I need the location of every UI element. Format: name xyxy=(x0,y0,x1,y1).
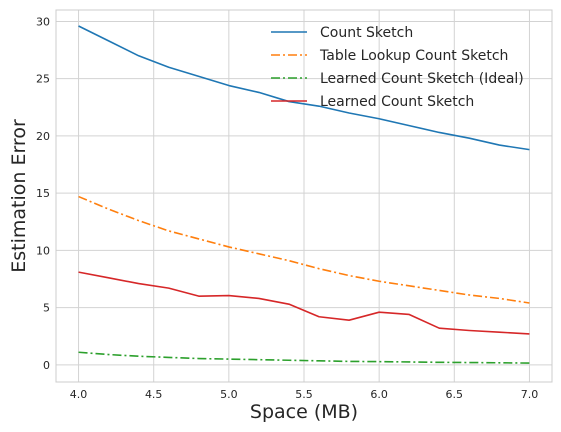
y-tick-label: 25 xyxy=(36,73,50,86)
y-axis-label: Estimation Error xyxy=(8,119,30,273)
legend: Count Sketch Table Lookup Count Sketch Lea… xyxy=(271,25,524,110)
x-tick-label: 7.0 xyxy=(521,388,539,401)
series-line-4 xyxy=(78,271,530,335)
series-line-2 xyxy=(78,195,530,304)
y-tick-label: 30 xyxy=(36,15,50,28)
x-tick-label: 6.0 xyxy=(370,388,388,401)
x-axis-label: Space (MB) xyxy=(250,401,358,423)
y-tick-label: 5 xyxy=(43,302,50,315)
y-tick-label: 0 xyxy=(43,359,50,372)
legend-label: Count Sketch xyxy=(320,25,413,41)
y-tick-label: 10 xyxy=(36,244,50,257)
x-tick-label: 5.5 xyxy=(295,388,313,401)
series-line-1 xyxy=(78,25,530,151)
series-line-3 xyxy=(78,351,530,364)
y-tick-label: 20 xyxy=(36,130,50,143)
y-tick-label: 15 xyxy=(36,187,50,200)
series-lines xyxy=(78,25,530,364)
x-tick-label: 4.0 xyxy=(70,388,88,401)
legend-label: Learned Count Sketch xyxy=(320,94,474,110)
tick-labels: 4.0 4.5 5.0 5.5 6.0 6.5 7.0 0 5 10 15 20 25 30 xyxy=(36,15,538,401)
legend-label: Table Lookup Count Sketch xyxy=(319,48,508,64)
x-tick-label: 6.5 xyxy=(446,388,464,401)
x-tick-label: 4.5 xyxy=(145,388,163,401)
plot-frame xyxy=(55,9,553,383)
x-tick-label: 5.0 xyxy=(220,388,238,401)
legend-label: Learned Count Sketch (Ideal) xyxy=(320,71,524,87)
grid-lines xyxy=(56,10,552,382)
